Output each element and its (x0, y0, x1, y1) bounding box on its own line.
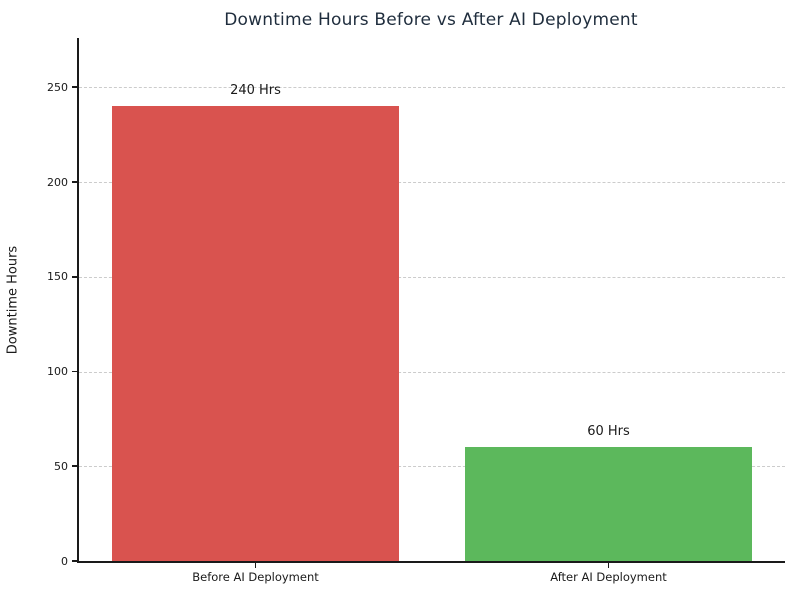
gridline-y-250 (79, 87, 785, 89)
x-tick-mark (607, 563, 610, 568)
gridline-y-150 (79, 276, 785, 278)
y-tick-label: 200 (47, 175, 68, 189)
x-tick-label: Before AI Deployment (192, 570, 319, 584)
y-tick-label: 0 (61, 554, 68, 568)
bar-before (112, 106, 399, 561)
x-tick-label: After AI Deployment (550, 570, 667, 584)
y-tick-mark (72, 560, 77, 562)
gridline-y-50 (79, 466, 785, 468)
bar-value-label: 240 Hrs (230, 83, 281, 99)
y-tick-label: 150 (47, 270, 68, 284)
y-tick-mark (72, 181, 77, 183)
y-tick-mark (72, 370, 77, 373)
bar-value-label: 60 Hrs (587, 424, 630, 440)
chart-title: Downtime Hours Before vs After AI Deploy… (224, 10, 638, 30)
y-tick-label: 50 (54, 459, 68, 473)
y-axis-title: Downtime Hours (5, 245, 21, 355)
y-tick-mark (72, 275, 77, 278)
gridline-y-100 (79, 371, 785, 373)
bar-after (465, 447, 752, 561)
plot-area: 240 Hrs 60 Hrs (77, 38, 785, 563)
gridline-y-200 (79, 182, 785, 183)
y-tick-mark (72, 86, 77, 89)
y-tick-label: 100 (47, 365, 68, 378)
x-tick-mark (254, 563, 257, 568)
y-tick-mark (72, 465, 77, 468)
y-tick-label: 250 (47, 80, 68, 94)
